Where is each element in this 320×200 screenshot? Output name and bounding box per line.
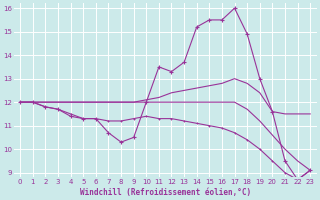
X-axis label: Windchill (Refroidissement éolien,°C): Windchill (Refroidissement éolien,°C) xyxy=(80,188,251,197)
